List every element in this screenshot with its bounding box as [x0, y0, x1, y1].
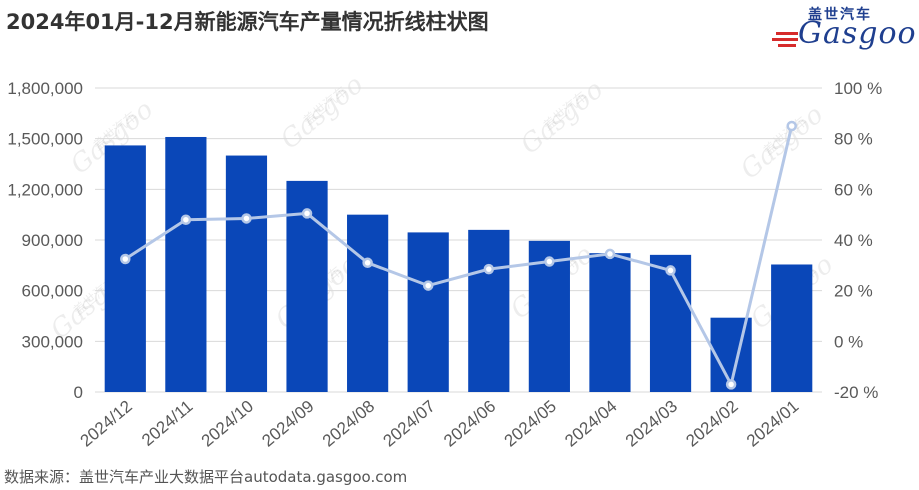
- x-tick-label: 2024/11: [138, 397, 196, 450]
- x-tick-label: 2024/12: [77, 397, 136, 451]
- gasgoo-logo: 盖世汽车 Gasgoo: [772, 4, 917, 51]
- y-right-tick-label: 20 %: [834, 282, 873, 301]
- logo-stripe: [772, 38, 798, 41]
- line-point: [180, 214, 192, 225]
- gridlines: [95, 87, 822, 393]
- logo-stripe: [776, 32, 798, 35]
- bar: [649, 254, 692, 392]
- logo-cn-text: 盖世汽车: [808, 7, 872, 23]
- line-series: [120, 120, 797, 390]
- y-left-tick-label: 1,800,000: [7, 79, 83, 98]
- bar: [407, 232, 449, 392]
- bar: [165, 136, 207, 392]
- bar: [347, 214, 389, 392]
- y-right-tick-label: 0 %: [834, 332, 863, 351]
- x-tick-label: 2024/10: [198, 397, 257, 451]
- x-tick-label: 2024/06: [440, 397, 499, 451]
- chart-title: 2024年01月-12月新能源汽车产量情况折线柱状图: [6, 10, 489, 34]
- x-tick-label: 2024/05: [501, 397, 560, 451]
- bar: [468, 229, 510, 392]
- line-point: [362, 257, 373, 269]
- x-tick-label: 2024/09: [258, 397, 317, 451]
- x-tick-label: 2024/03: [622, 397, 681, 451]
- growth-line: [124, 125, 794, 386]
- y-left-tick-label: 300,000: [22, 332, 83, 351]
- y-left-tick-label: 600,000: [22, 282, 83, 301]
- logo-en-text: Gasgoo: [798, 16, 917, 51]
- y-right-tick-label: 60 %: [834, 180, 873, 199]
- x-tick-label: 2024/01: [743, 397, 802, 451]
- y-right-tick-label: 100 %: [834, 79, 882, 98]
- data-source-note: 数据来源：盖世汽车产业大数据平台autodata.gasgoo.com: [4, 468, 408, 486]
- line-point: [241, 213, 252, 224]
- line-point: [786, 120, 797, 132]
- y-right-tick-label: -20 %: [834, 383, 878, 402]
- logo-stripe: [778, 44, 796, 47]
- line-point: [725, 379, 737, 390]
- y-left-tick-label: 0: [74, 383, 83, 402]
- x-tick-label: 2024/02: [682, 397, 741, 451]
- y-right-tick-label: 40 %: [834, 231, 873, 250]
- y-left-tick-label: 900,000: [22, 231, 83, 250]
- bar: [225, 155, 268, 392]
- bar: [104, 145, 146, 392]
- x-tick-label: 2024/08: [319, 397, 378, 451]
- bar: [589, 253, 631, 392]
- line-point: [604, 248, 616, 260]
- bar: [771, 264, 813, 392]
- line-point: [301, 208, 313, 219]
- line-point: [422, 280, 434, 291]
- line-point: [544, 256, 555, 267]
- bar-series: [104, 136, 813, 392]
- y-axis-right: -20 % 0 % 20 % 40 % 60 % 80 % 100 %: [834, 79, 882, 402]
- line-point: [665, 265, 676, 276]
- y-left-tick-label: 1,200,000: [7, 180, 83, 199]
- y-axis-left: 0 300,000 600,000 900,000 1,200,000 1,500,000…: [7, 79, 83, 402]
- y-left-tick-label: 1,500,000: [7, 130, 83, 149]
- line-point: [120, 253, 131, 265]
- line-point: [483, 263, 495, 275]
- x-axis: 2024/12 2024/11 2024/10 2024/09 2024/08 2024/…: [77, 397, 803, 451]
- y-right-tick-label: 80 %: [834, 130, 873, 149]
- x-tick-label: 2024/04: [561, 397, 620, 451]
- x-tick-label: 2024/07: [379, 397, 438, 451]
